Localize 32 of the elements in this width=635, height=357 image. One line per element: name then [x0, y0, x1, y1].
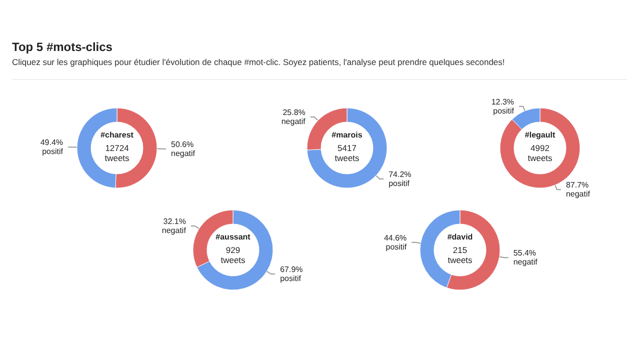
data-label: 50.6%	[170, 140, 194, 149]
text: 5417 tweets	[334, 143, 360, 163]
data-label: 32.1%	[163, 217, 186, 226]
data-label: 44.6%	[384, 233, 407, 242]
slice-label: positif	[493, 106, 515, 116]
text: #marois	[332, 130, 363, 140]
text: 12724 tweets	[104, 143, 130, 163]
data-label: 74.2%	[388, 170, 412, 180]
slice-label: positif	[42, 147, 64, 156]
data-label: 12.3%	[491, 97, 514, 106]
text: 215 tweets	[448, 245, 472, 265]
text: 4992 tweets	[528, 143, 552, 163]
data-label: 25.8%	[282, 108, 306, 117]
data-label: 87.7%	[566, 180, 589, 190]
text: Cliquez sur les graphiques pour étudier l'évolution de chaque #mot-clic. Soyez patients, l'analyse peut prendre quelques secondes!	[12, 57, 506, 67]
text: #aussant	[216, 232, 251, 242]
slice-label: negatif	[566, 190, 591, 199]
text: #legault	[524, 130, 556, 140]
slice-label: positif	[386, 242, 408, 252]
slice-label: negatif	[281, 116, 306, 126]
slice-label: negatif	[170, 148, 196, 158]
text: #david	[447, 232, 473, 242]
text: #charest	[100, 130, 134, 140]
text: 929 tweets	[220, 245, 246, 265]
slice-label: positif	[388, 179, 410, 188]
data-label: 49.4%	[40, 138, 64, 148]
data-label: 67.9%	[280, 264, 303, 274]
slice-label: negatif	[162, 226, 187, 236]
text: Top 5 #mots-clics	[12, 40, 114, 54]
slice-label: negatif	[513, 258, 538, 267]
slice-label: positif	[280, 274, 302, 283]
data-label: 55.4%	[513, 248, 536, 258]
